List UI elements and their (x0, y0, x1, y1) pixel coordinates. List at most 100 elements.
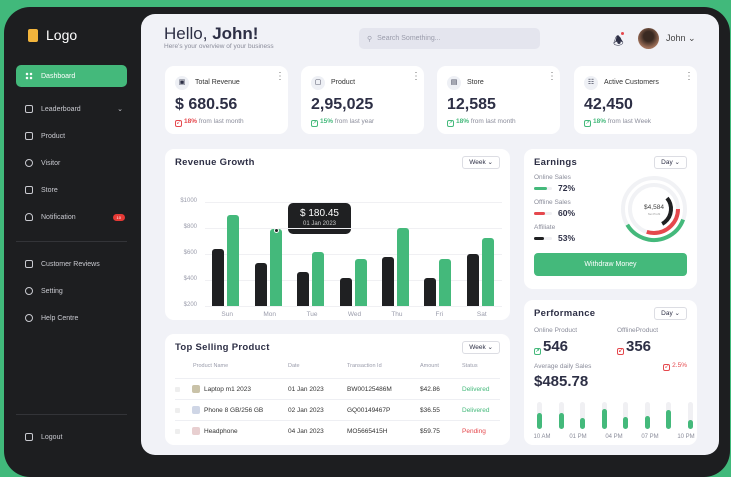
bar-series-green-mon[interactable] (269, 229, 282, 306)
row-checkbox[interactable] (175, 387, 180, 392)
stat-label: Product (331, 79, 356, 86)
sidebar-item-customer-reviews[interactable]: Customer Reviews (16, 253, 127, 275)
bar-series-dark-fri[interactable] (424, 278, 437, 306)
stat-label: Store (467, 79, 484, 86)
sidebar-item-help-centre[interactable]: Help Centre (16, 307, 127, 329)
bar-series-green-fri[interactable] (439, 259, 452, 306)
performance-bar[interactable] (580, 402, 585, 429)
bell-icon[interactable]: 🕭 (613, 32, 624, 48)
transaction-id: BW00125486M (347, 386, 392, 393)
y-tick-label: $800 (183, 224, 197, 230)
sidebar-item-leaderboard[interactable]: Leaderboard ⌄ (16, 98, 127, 120)
earnings-total-label: Net Profit (647, 212, 661, 216)
bar-series-dark-sun[interactable] (212, 248, 225, 306)
stat-note: from last Week (607, 118, 652, 125)
more-icon[interactable]: ⋮ (684, 71, 694, 82)
store-icon: ▤ (447, 76, 461, 90)
bar-series-green-tue[interactable] (312, 252, 325, 306)
stat-card-product[interactable]: ▢ Product ⋮ 2,95,025 ↗ 15% from last year (301, 66, 424, 134)
table-row[interactable]: Phone 8 GB/256 GB 02 Jan 2023 GQ00149467… (175, 399, 500, 420)
withdraw-money-button[interactable]: Withdraw Money (534, 253, 687, 276)
period-select[interactable]: Week ⌄ (462, 341, 500, 354)
status-badge: Delivered (462, 386, 490, 393)
bar-series-dark-sat[interactable] (466, 254, 479, 306)
sidebar-item-setting[interactable]: Setting (16, 280, 127, 302)
performance-bar[interactable] (644, 402, 650, 429)
performance-bar[interactable] (623, 402, 628, 429)
bar-series-green-sat[interactable] (481, 238, 494, 306)
period-select[interactable]: Day ⌄ (654, 156, 687, 169)
status-badge: Pending (462, 428, 486, 435)
sidebar-item-product[interactable]: Product (16, 125, 127, 147)
table-row[interactable]: Laptop m1 2023 01 Jan 2023 BW00125486M $… (175, 378, 500, 399)
gridline (205, 306, 502, 307)
earnings-bar (534, 187, 552, 190)
avg-sales-change: 2.5% (672, 362, 687, 369)
stat-card-store[interactable]: ▤ Store ⋮ 12,585 ↗ 18% from last month (437, 66, 560, 134)
logout-icon (25, 433, 33, 441)
more-icon[interactable]: ⋮ (275, 71, 285, 82)
x-tick-label: Fri (435, 311, 444, 318)
subtitle: Here's your overview of your business (164, 43, 274, 50)
performance-bar[interactable] (558, 402, 564, 429)
product-thumbnail (192, 385, 200, 393)
period-select[interactable]: Day ⌄ (654, 307, 687, 320)
bar-series-dark-thu[interactable] (381, 257, 394, 306)
performance-bar[interactable] (537, 402, 542, 429)
chevron-down-icon: ⌄ (117, 106, 123, 113)
amount: $42.86 (420, 386, 440, 393)
label: Help Centre (41, 314, 79, 322)
sidebar-item-dashboard[interactable]: Dashboard (16, 65, 127, 87)
online-product-label: Online Product (534, 327, 577, 334)
period-value: Day (661, 159, 673, 166)
gridline (205, 202, 502, 203)
bar-series-dark-mon[interactable] (254, 263, 267, 306)
column-header: Amount (420, 363, 439, 369)
product-name: Phone 8 GB/256 GB (204, 407, 264, 414)
row-checkbox[interactable] (175, 429, 180, 434)
avatar[interactable] (638, 28, 659, 49)
x-tick-label: Wed (347, 311, 362, 318)
sidebar-item-store[interactable]: Store (16, 179, 127, 201)
sidebar-item-notification[interactable]: Notification 10 (16, 206, 127, 228)
performance-bar[interactable] (666, 402, 671, 429)
revenue-icon: ▣ (175, 76, 189, 90)
x-tick-label: Tue (306, 311, 318, 318)
earnings-total: $4,584 (644, 204, 664, 211)
row-checkbox[interactable] (175, 408, 180, 413)
stat-value: $ 680.56 (175, 96, 238, 113)
period-select[interactable]: Week ⌄ (462, 156, 500, 169)
bar-series-green-sun[interactable] (227, 215, 240, 306)
bar-series-dark-tue[interactable] (297, 272, 310, 306)
performance-bar[interactable] (687, 402, 693, 429)
user-menu[interactable]: John ⌄ (666, 33, 696, 43)
performance-card: Performance Day ⌄ Online Product ↗ 546 Of… (524, 300, 697, 445)
performance-bar[interactable] (601, 402, 607, 429)
bar-series-dark-wed[interactable] (339, 278, 352, 306)
stat-card-active-customers[interactable]: ☷ Active Customers ⋮ 42,450 ↗ 18% from last… (574, 66, 697, 134)
earnings-title: Earnings (534, 157, 578, 168)
stat-pct: 18% (184, 118, 198, 125)
table-row[interactable]: Headphone 04 Jan 2023 MO5665415H $59.75 … (175, 420, 500, 441)
time-label: 04 PM (605, 434, 623, 440)
column-header: Date (288, 363, 300, 369)
sidebar-item-visitor[interactable]: Visitor (16, 152, 127, 174)
label: Customer Reviews (41, 260, 100, 268)
stat-value: 42,450 (584, 96, 633, 113)
bar-series-green-wed[interactable] (354, 259, 367, 306)
user-menu-name: John (666, 33, 686, 43)
label: Logout (41, 433, 63, 441)
stat-card-total-revenue[interactable]: ▣ Total Revenue ⋮ $ 680.56 ↙ 18% from last … (165, 66, 288, 134)
search-input[interactable]: ⚲ Search Something... (359, 28, 540, 49)
logout-button[interactable]: Logout (16, 426, 127, 448)
bar-series-green-thu[interactable] (396, 228, 409, 306)
more-icon[interactable]: ⋮ (411, 71, 421, 82)
gear-icon (25, 287, 33, 295)
more-icon[interactable]: ⋮ (547, 71, 557, 82)
stat-label: Total Revenue (195, 79, 240, 86)
logo-text: Logo (46, 27, 78, 43)
bell-icon (25, 213, 33, 221)
amount: $36.55 (420, 407, 440, 414)
earnings-label: Affiliate (534, 224, 556, 231)
logo[interactable]: Logo (28, 27, 77, 43)
